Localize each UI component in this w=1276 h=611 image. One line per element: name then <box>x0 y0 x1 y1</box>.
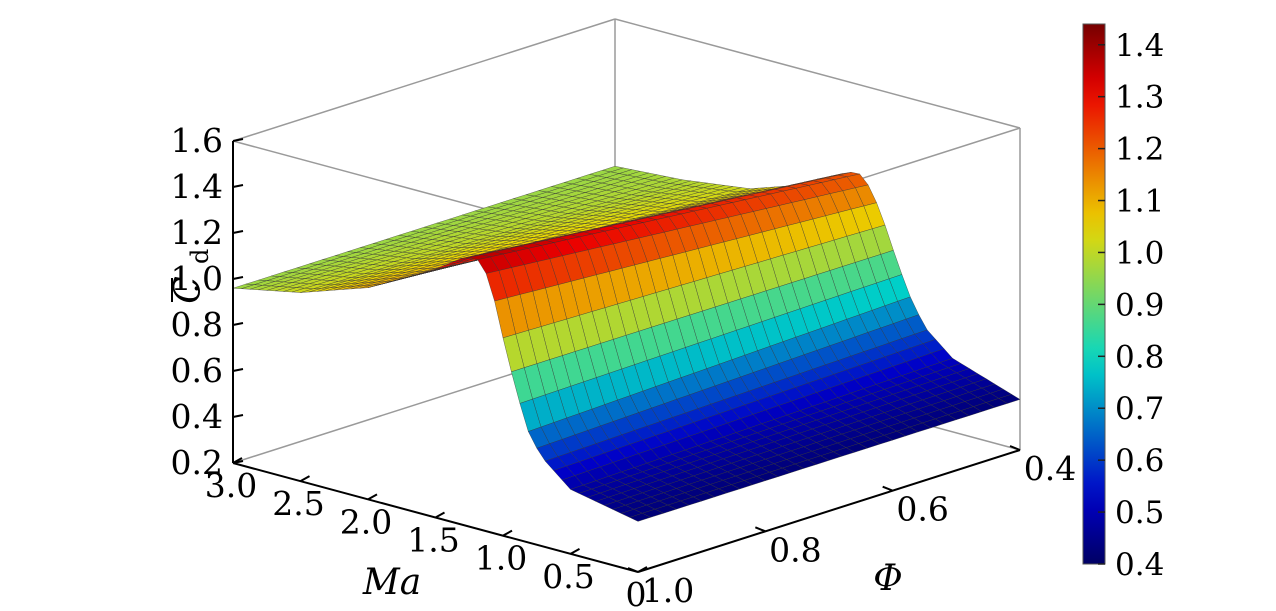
z-tick-mark <box>232 368 244 372</box>
ma-tick-label: 1.5 <box>407 521 459 560</box>
colorbar-tick-label: 0.8 <box>1115 339 1164 375</box>
z-tick-label: 1.4 <box>171 167 223 206</box>
colorbar-tick-label: 0.5 <box>1115 495 1164 531</box>
z-tick-label: 1.2 <box>171 213 223 252</box>
colorbar-tick-label: 0.6 <box>1115 443 1164 479</box>
phi-tick-mark <box>882 485 894 492</box>
z-axis-title: C d <box>168 249 214 304</box>
phi-tick-mark <box>1009 445 1021 451</box>
ma-tick-mark <box>367 493 378 501</box>
colorbar-tick-label: 1.3 <box>1115 80 1164 116</box>
box-back-edge <box>232 18 616 142</box>
colorbar-tick-label: 0.7 <box>1115 391 1164 427</box>
ma-tick-label: 0 <box>626 575 647 611</box>
ma-tick-mark <box>232 457 243 464</box>
z-axis-title-subscript: d <box>186 249 214 264</box>
z-tick-mark <box>232 138 244 142</box>
phi-tick-label: 0.6 <box>896 490 948 529</box>
z-tick-label: 1.0 <box>171 259 223 298</box>
colorbar-tick-label: 0.9 <box>1115 287 1164 323</box>
z-tick-label: 0.4 <box>171 397 223 436</box>
ma-tick-mark <box>637 566 648 573</box>
z-tick-mark <box>232 184 244 188</box>
phi-tick-label: 1.0 <box>642 571 694 610</box>
ma-tick-label: 0.5 <box>542 557 594 596</box>
z-tick-mark <box>232 414 244 418</box>
z-tick-mark <box>232 322 244 326</box>
ma-tick-label: 1.0 <box>475 539 527 578</box>
ma-axis-ticks: 3.0 2.5 2.0 1.5 1.0 0.5 0 <box>205 457 648 611</box>
z-tick-label: 0.2 <box>171 443 223 482</box>
colorbar-tick-label: 0.4 <box>1115 547 1164 583</box>
ma-tick-label: 2.0 <box>340 502 392 541</box>
z-axis-ticks: 0.2 0.4 0.6 0.8 1.0 1.2 1.4 1.6 <box>171 121 244 482</box>
ma-tick-mark <box>300 475 310 483</box>
z-tick-mark <box>232 230 244 234</box>
z-axis-title-main: C <box>168 276 209 304</box>
phi-axis-ticks: 1.0 0.8 0.6 0.4 <box>627 445 1076 610</box>
ma-tick-mark <box>502 529 513 537</box>
ma-axis-title: Ma <box>362 562 421 603</box>
colorbar-tick-label: 1.4 <box>1115 28 1164 64</box>
colorbar-tick-label: 1.1 <box>1115 184 1164 220</box>
phi-tick-mark <box>627 567 639 573</box>
ma-tick-mark <box>570 547 580 555</box>
z-tick-label: 1.6 <box>171 121 223 160</box>
box-front-edge <box>637 449 1021 573</box>
phi-tick-label: 0.4 <box>1024 449 1076 488</box>
z-tick-mark <box>232 276 244 280</box>
phi-axis-title: Φ <box>873 558 903 599</box>
colorbar-tick-label: 1.2 <box>1115 132 1164 168</box>
phi-tick-label: 0.8 <box>769 530 821 569</box>
ma-tick-mark <box>435 511 445 519</box>
z-tick-label: 0.8 <box>171 305 223 344</box>
ma-tick-label: 2.5 <box>272 484 324 523</box>
colorbar <box>1082 23 1106 565</box>
ma-tick-label: 3.0 <box>205 466 257 505</box>
surface-facet <box>628 513 652 522</box>
colorbar-ticks: 0.4 0.5 0.6 0.7 0.8 0.9 1.0 1.1 1.2 1.3 1.4 <box>1098 28 1164 583</box>
box-back-edge <box>614 18 1021 129</box>
z-tick-label: 0.6 <box>171 351 223 390</box>
colorbar-tick-label: 1.0 <box>1115 235 1164 271</box>
phi-tick-mark <box>754 526 766 533</box>
surface-mesh <box>232 165 1021 522</box>
